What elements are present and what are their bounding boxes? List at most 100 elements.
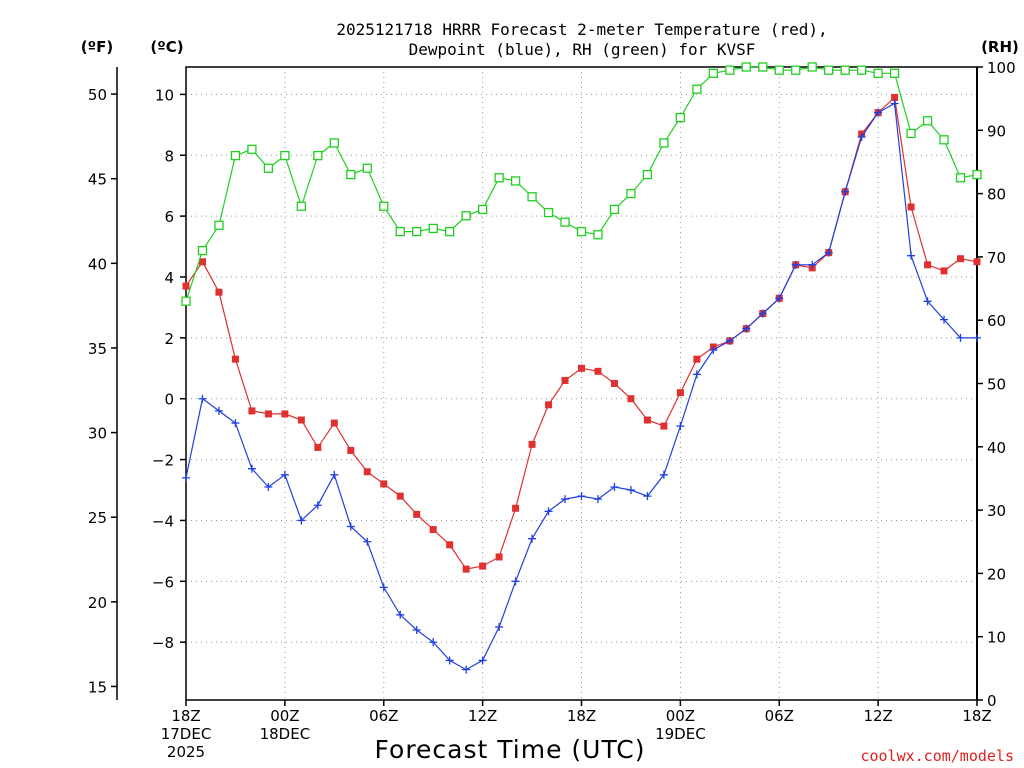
fahrenheit-tick-label: 30 [88,425,107,443]
x-tick-label: 12Z [468,707,497,725]
temperature-point [182,282,190,290]
temperature-point [314,443,322,451]
x-tick-label: 18Z [171,707,200,725]
fahrenheit-tick-label: 20 [88,594,107,612]
dewpoint-point [676,422,685,431]
dewpoint-point [182,473,190,482]
rh-point [725,65,735,75]
dewpoint-point [412,626,421,635]
dewpoint-point [495,622,504,631]
temperature-point [231,355,239,363]
dewpoint-line [185,102,977,671]
dewpoint-point [725,336,734,345]
temperature-point [907,203,915,211]
rh-point [412,226,422,237]
temperature-point [528,440,536,448]
temperature-point [924,261,932,269]
dewpoint-point [610,482,619,491]
dewpoint-point [923,297,932,306]
x-tick-label: 06Z [369,707,398,725]
temperature-point [676,389,684,397]
rh-point [741,62,751,72]
rh-point [181,296,191,306]
temperature-point [940,267,948,275]
temperature-point [198,258,206,266]
dewpoint-point [264,482,273,491]
x-tick-label: 19DEC [655,725,706,743]
fahrenheit-tick-label: 50 [88,86,107,104]
rh-point [889,68,900,78]
celsius-tick-label: 2 [164,330,174,348]
fahrenheit-tick-label: 15 [88,678,107,696]
chart-title-line1: 2025121718 HRRR Forecast 2-meter Tempera… [336,20,827,39]
temperature-point [561,376,569,384]
grid-lines [186,67,977,700]
x-tick-label: 18DEC [260,725,311,743]
rh-tick-label: 70 [987,249,1006,267]
rh-point [362,163,372,173]
dewpoint-point [841,187,850,196]
rh-point [906,128,916,139]
dewpoint-point [775,294,784,303]
dewpoint-point [824,248,833,257]
dewpoint-point [445,656,454,665]
rh-point [477,204,488,215]
temperature-point [413,510,421,518]
rh-point [840,65,850,75]
fahrenheit-tick-label: 45 [88,171,107,189]
rh-point [379,201,389,211]
rh-point [675,112,686,123]
temperature-point [363,468,371,476]
rh-tick-label: 80 [987,186,1006,204]
rh-point [527,192,537,202]
dewpoint-point [874,108,883,117]
rh-point [197,245,208,256]
rh-point [939,135,949,145]
dewpoint-point [198,394,207,403]
dewpoint-point [297,516,306,525]
temperature-point [446,541,454,549]
rh-point [824,65,834,75]
celsius-tick-label: −4 [152,512,174,530]
x-tick-label: 00Z [270,707,299,725]
rh-point [214,220,224,230]
temperature-point [957,255,965,263]
dewpoint-point [396,610,405,619]
rh-point [708,68,718,78]
temperature-point [627,395,635,403]
dewpoint-point [626,486,635,495]
dewpoint-point [313,501,322,510]
rh-point [626,188,636,199]
temperature-point [660,422,668,430]
x-axis-label: Forecast Time (UTC) [375,735,646,764]
dewpoint-point [643,492,652,501]
dewpoint-point [940,315,949,324]
rh-point [247,144,257,154]
rh-point [560,217,570,227]
dewpoint-point [857,132,866,141]
rh-point [774,65,784,75]
rh-point [856,65,867,75]
temperature-point [248,407,256,415]
dewpoint-point [709,346,718,355]
temperature-point [380,480,388,488]
temperature-point [545,401,553,409]
temperature-point [610,380,618,387]
rh-tick-label: 40 [987,439,1006,457]
axes: 1520253035404550−8−6−4−20246810010203040… [88,59,1016,710]
temperature-point [495,553,503,561]
dewpoint-point [462,665,471,674]
temperature-point [973,258,981,266]
x-tick-label: 12Z [863,707,892,725]
rh-point [313,150,323,161]
rh-tick-label: 100 [987,59,1016,77]
rh-point [609,204,620,215]
celsius-unit-label: (ºC) [150,38,183,56]
rh-point [280,150,290,161]
dewpoint-point [346,522,355,531]
source-credit: coolwx.com/models [860,747,1014,765]
dewpoint-point [478,656,487,665]
dewpoint-point [561,495,570,504]
rh-point [659,138,669,148]
